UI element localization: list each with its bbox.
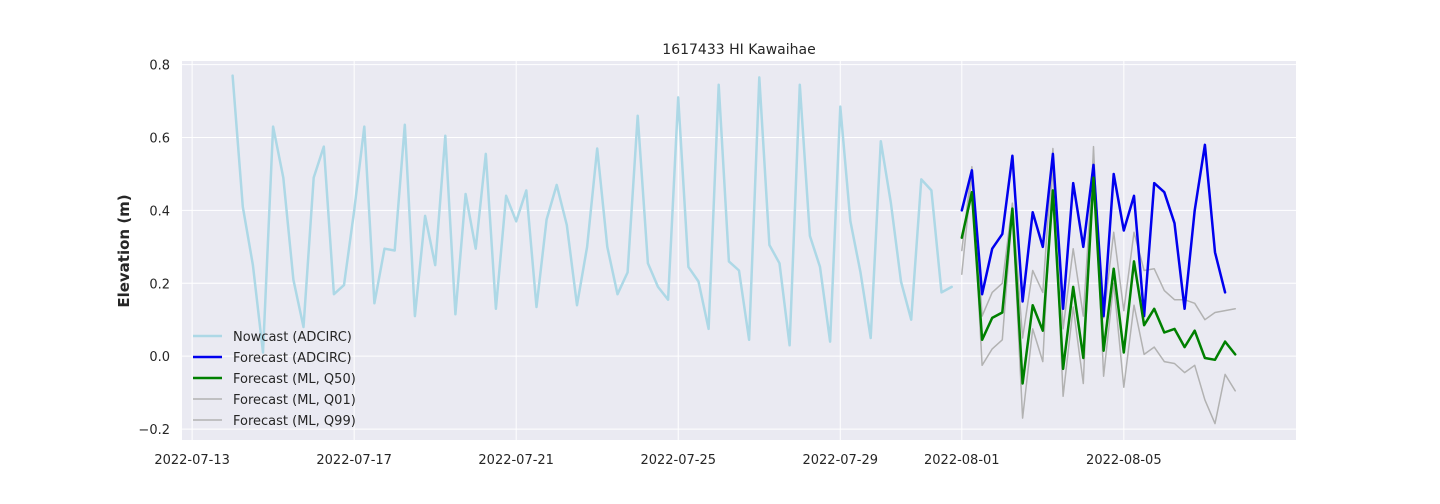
series-line-0 — [231, 74, 953, 354]
y-axis-ticks: −0.2 0.0 0.2 0.4 0.6 0.8 — [138, 59, 170, 438]
legend-label: Forecast (ML, Q01) — [233, 393, 356, 408]
chart-title: 1617433 HI Kawaihae — [662, 42, 815, 58]
y-tick-label: 0.4 — [149, 204, 170, 219]
series-lines — [231, 74, 1237, 425]
x-tick-label: 2022-07-29 — [802, 453, 878, 468]
legend-label: Nowcast (ADCIRC) — [233, 330, 352, 345]
legend: Nowcast (ADCIRC) Forecast (ADCIRC) Forecas… — [193, 330, 356, 429]
y-tick-label: 0.2 — [149, 277, 170, 292]
y-tick-label: 0.6 — [149, 132, 170, 147]
legend-label: Forecast (ML, Q50) — [233, 372, 356, 387]
legend-label: Forecast (ML, Q99) — [233, 414, 356, 429]
x-axis-ticks: 2022-07-13 2022-07-17 2022-07-21 2022-07-25… — [154, 453, 1161, 468]
series-line-2 — [960, 176, 1237, 385]
y-tick-label: 0.0 — [149, 350, 170, 365]
x-tick-label: 2022-08-01 — [924, 453, 1000, 468]
x-tick-label: 2022-07-25 — [640, 453, 716, 468]
plot-area — [182, 61, 1296, 440]
y-tick-label: 0.8 — [149, 59, 170, 74]
x-tick-label: 2022-07-17 — [316, 453, 392, 468]
x-tick-label: 2022-08-05 — [1086, 453, 1162, 468]
x-tick-label: 2022-07-21 — [478, 453, 554, 468]
y-tick-label: −0.2 — [138, 423, 170, 438]
x-tick-label: 2022-07-13 — [154, 453, 230, 468]
series-line-1 — [960, 143, 1227, 318]
y-axis-label: Elevation (m) — [115, 194, 133, 307]
legend-label: Forecast (ADCIRC) — [233, 351, 352, 366]
